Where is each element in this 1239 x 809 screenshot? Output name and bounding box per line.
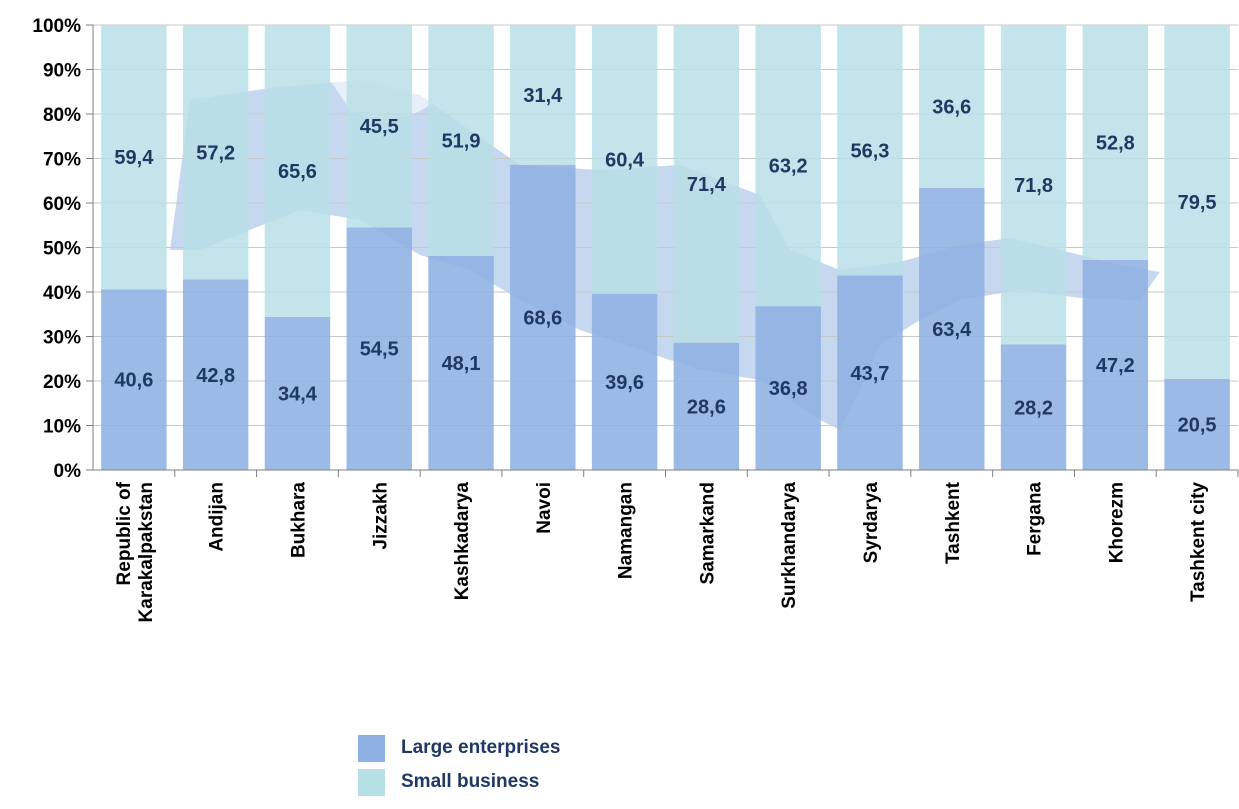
bar-large-enterprises xyxy=(346,227,412,470)
data-label-small-business: 45,5 xyxy=(360,116,399,138)
y-tick-label: 50% xyxy=(43,239,81,260)
bar-small-business xyxy=(510,25,576,165)
x-category-label: Tashkent xyxy=(943,481,964,564)
data-label-small-business: 59,4 xyxy=(114,147,154,169)
bar-large-enterprises xyxy=(182,279,249,470)
bar-small-business xyxy=(1164,25,1230,379)
data-label-large-enterprises: 54,5 xyxy=(360,339,399,361)
bar-small-business xyxy=(264,25,331,317)
x-category-label: Syrdarya xyxy=(861,482,882,564)
x-category-label: Andijan xyxy=(207,482,228,552)
bar-large-enterprises xyxy=(591,293,658,470)
data-label-small-business: 57,2 xyxy=(196,142,235,164)
data-label-small-business: 60,4 xyxy=(605,149,645,171)
legend: Large enterprises Small business xyxy=(358,731,560,799)
bar-small-business xyxy=(673,25,740,343)
data-label-small-business: 71,4 xyxy=(687,174,727,196)
data-label-large-enterprises: 40,6 xyxy=(114,370,153,392)
bar-small-business xyxy=(919,25,985,188)
bar-small-business xyxy=(182,25,249,280)
data-label-large-enterprises: 63,4 xyxy=(932,319,972,341)
data-label-small-business: 79,5 xyxy=(1178,192,1217,214)
bar-large-enterprises xyxy=(673,342,740,470)
y-tick-label: 70% xyxy=(43,150,81,171)
data-label-large-enterprises: 47,2 xyxy=(1096,355,1135,377)
data-label-small-business: 51,9 xyxy=(442,130,481,152)
y-tick-label: 80% xyxy=(43,105,81,126)
bar-large-enterprises xyxy=(755,306,821,470)
data-label-small-business: 36,6 xyxy=(932,96,971,118)
y-tick-label: 90% xyxy=(43,61,81,82)
x-category-label: Fergana xyxy=(1025,482,1046,556)
x-category-label: Navoi xyxy=(534,482,555,534)
bar-large-enterprises xyxy=(428,255,494,470)
bar-large-enterprises xyxy=(101,289,167,470)
y-tick-label: 0% xyxy=(54,461,82,482)
legend-item-large-enterprises: Large enterprises xyxy=(358,731,560,765)
bar-small-business xyxy=(428,25,494,256)
data-label-large-enterprises: 36,8 xyxy=(769,378,808,400)
data-label-small-business: 71,8 xyxy=(1014,175,1053,197)
bar-large-enterprises xyxy=(837,275,903,470)
y-tick-label: 20% xyxy=(43,372,81,393)
bar-small-business xyxy=(591,25,658,294)
y-tick-label: 10% xyxy=(43,417,81,438)
legend-item-small-business: Small business xyxy=(358,765,560,799)
data-label-large-enterprises: 28,2 xyxy=(1014,397,1053,419)
y-tick-label: 40% xyxy=(43,283,81,304)
bar-small-business xyxy=(1000,25,1067,345)
bar-large-enterprises xyxy=(1164,378,1230,470)
data-label-large-enterprises: 28,6 xyxy=(687,396,726,418)
x-category-label: Jizzakh xyxy=(370,482,391,550)
x-category-label: Tashkent city xyxy=(1188,482,1209,602)
bar-large-enterprises xyxy=(510,164,576,471)
x-category-label: Kashkadarya xyxy=(452,482,473,601)
y-tick-label: 30% xyxy=(43,328,81,349)
bar-large-enterprises xyxy=(1082,259,1149,470)
data-label-large-enterprises: 34,4 xyxy=(278,383,318,405)
x-category-label: Karakalpakstan xyxy=(136,482,157,622)
data-label-small-business: 52,8 xyxy=(1096,132,1135,154)
x-category-label: Samarkand xyxy=(697,482,718,584)
bar-small-business xyxy=(346,25,412,228)
data-label-small-business: 65,6 xyxy=(278,161,317,183)
data-label-small-business: 63,2 xyxy=(769,156,808,178)
data-label-small-business: 31,4 xyxy=(523,85,563,107)
bar-small-business xyxy=(755,25,821,307)
data-label-large-enterprises: 42,8 xyxy=(196,365,235,387)
data-label-large-enterprises: 20,5 xyxy=(1178,414,1217,436)
bars xyxy=(101,25,1230,471)
data-label-large-enterprises: 43,7 xyxy=(850,363,889,385)
bar-large-enterprises xyxy=(1000,344,1067,470)
y-tick-label: 100% xyxy=(32,16,81,37)
x-category-label: Republic of xyxy=(114,481,135,585)
x-category-label: Bukhara xyxy=(288,482,309,558)
legend-label-large-enterprises: Large enterprises xyxy=(401,737,561,758)
legend-swatch-large-enterprises xyxy=(358,734,385,762)
bar-small-business xyxy=(837,25,903,276)
bar-large-enterprises xyxy=(919,187,985,470)
bar-large-enterprises xyxy=(264,316,331,470)
bar-small-business xyxy=(101,25,167,290)
data-label-large-enterprises: 48,1 xyxy=(442,353,481,375)
legend-label-small-business: Small business xyxy=(401,771,540,792)
axes: 0% 10% 20% 30% 40% 50% 60% 70% 80% 90% 100% Republi… xyxy=(32,16,1239,622)
stacked-bar-chart: 0% 10% 20% 30% 40% 50% 60% 70% 80% 90% 100% Republi… xyxy=(32,16,1239,622)
legend-swatch-small-business xyxy=(358,768,385,796)
map-silhouette xyxy=(170,80,1160,430)
bar-small-business xyxy=(1082,25,1149,260)
data-label-large-enterprises: 68,6 xyxy=(523,307,562,329)
value-labels: 40,6 59,4 42,8 57,2 34,4 65,6 54,5 45,5 48,1 51,9… xyxy=(114,85,1216,437)
data-label-small-business: 56,3 xyxy=(850,140,889,162)
x-category-label: Namangan xyxy=(616,482,637,579)
y-tick-label: 60% xyxy=(43,194,81,215)
x-category-label: Khorezm xyxy=(1106,482,1127,563)
data-label-large-enterprises: 39,6 xyxy=(605,372,644,394)
x-category-label: Surkhandarya xyxy=(779,482,800,609)
